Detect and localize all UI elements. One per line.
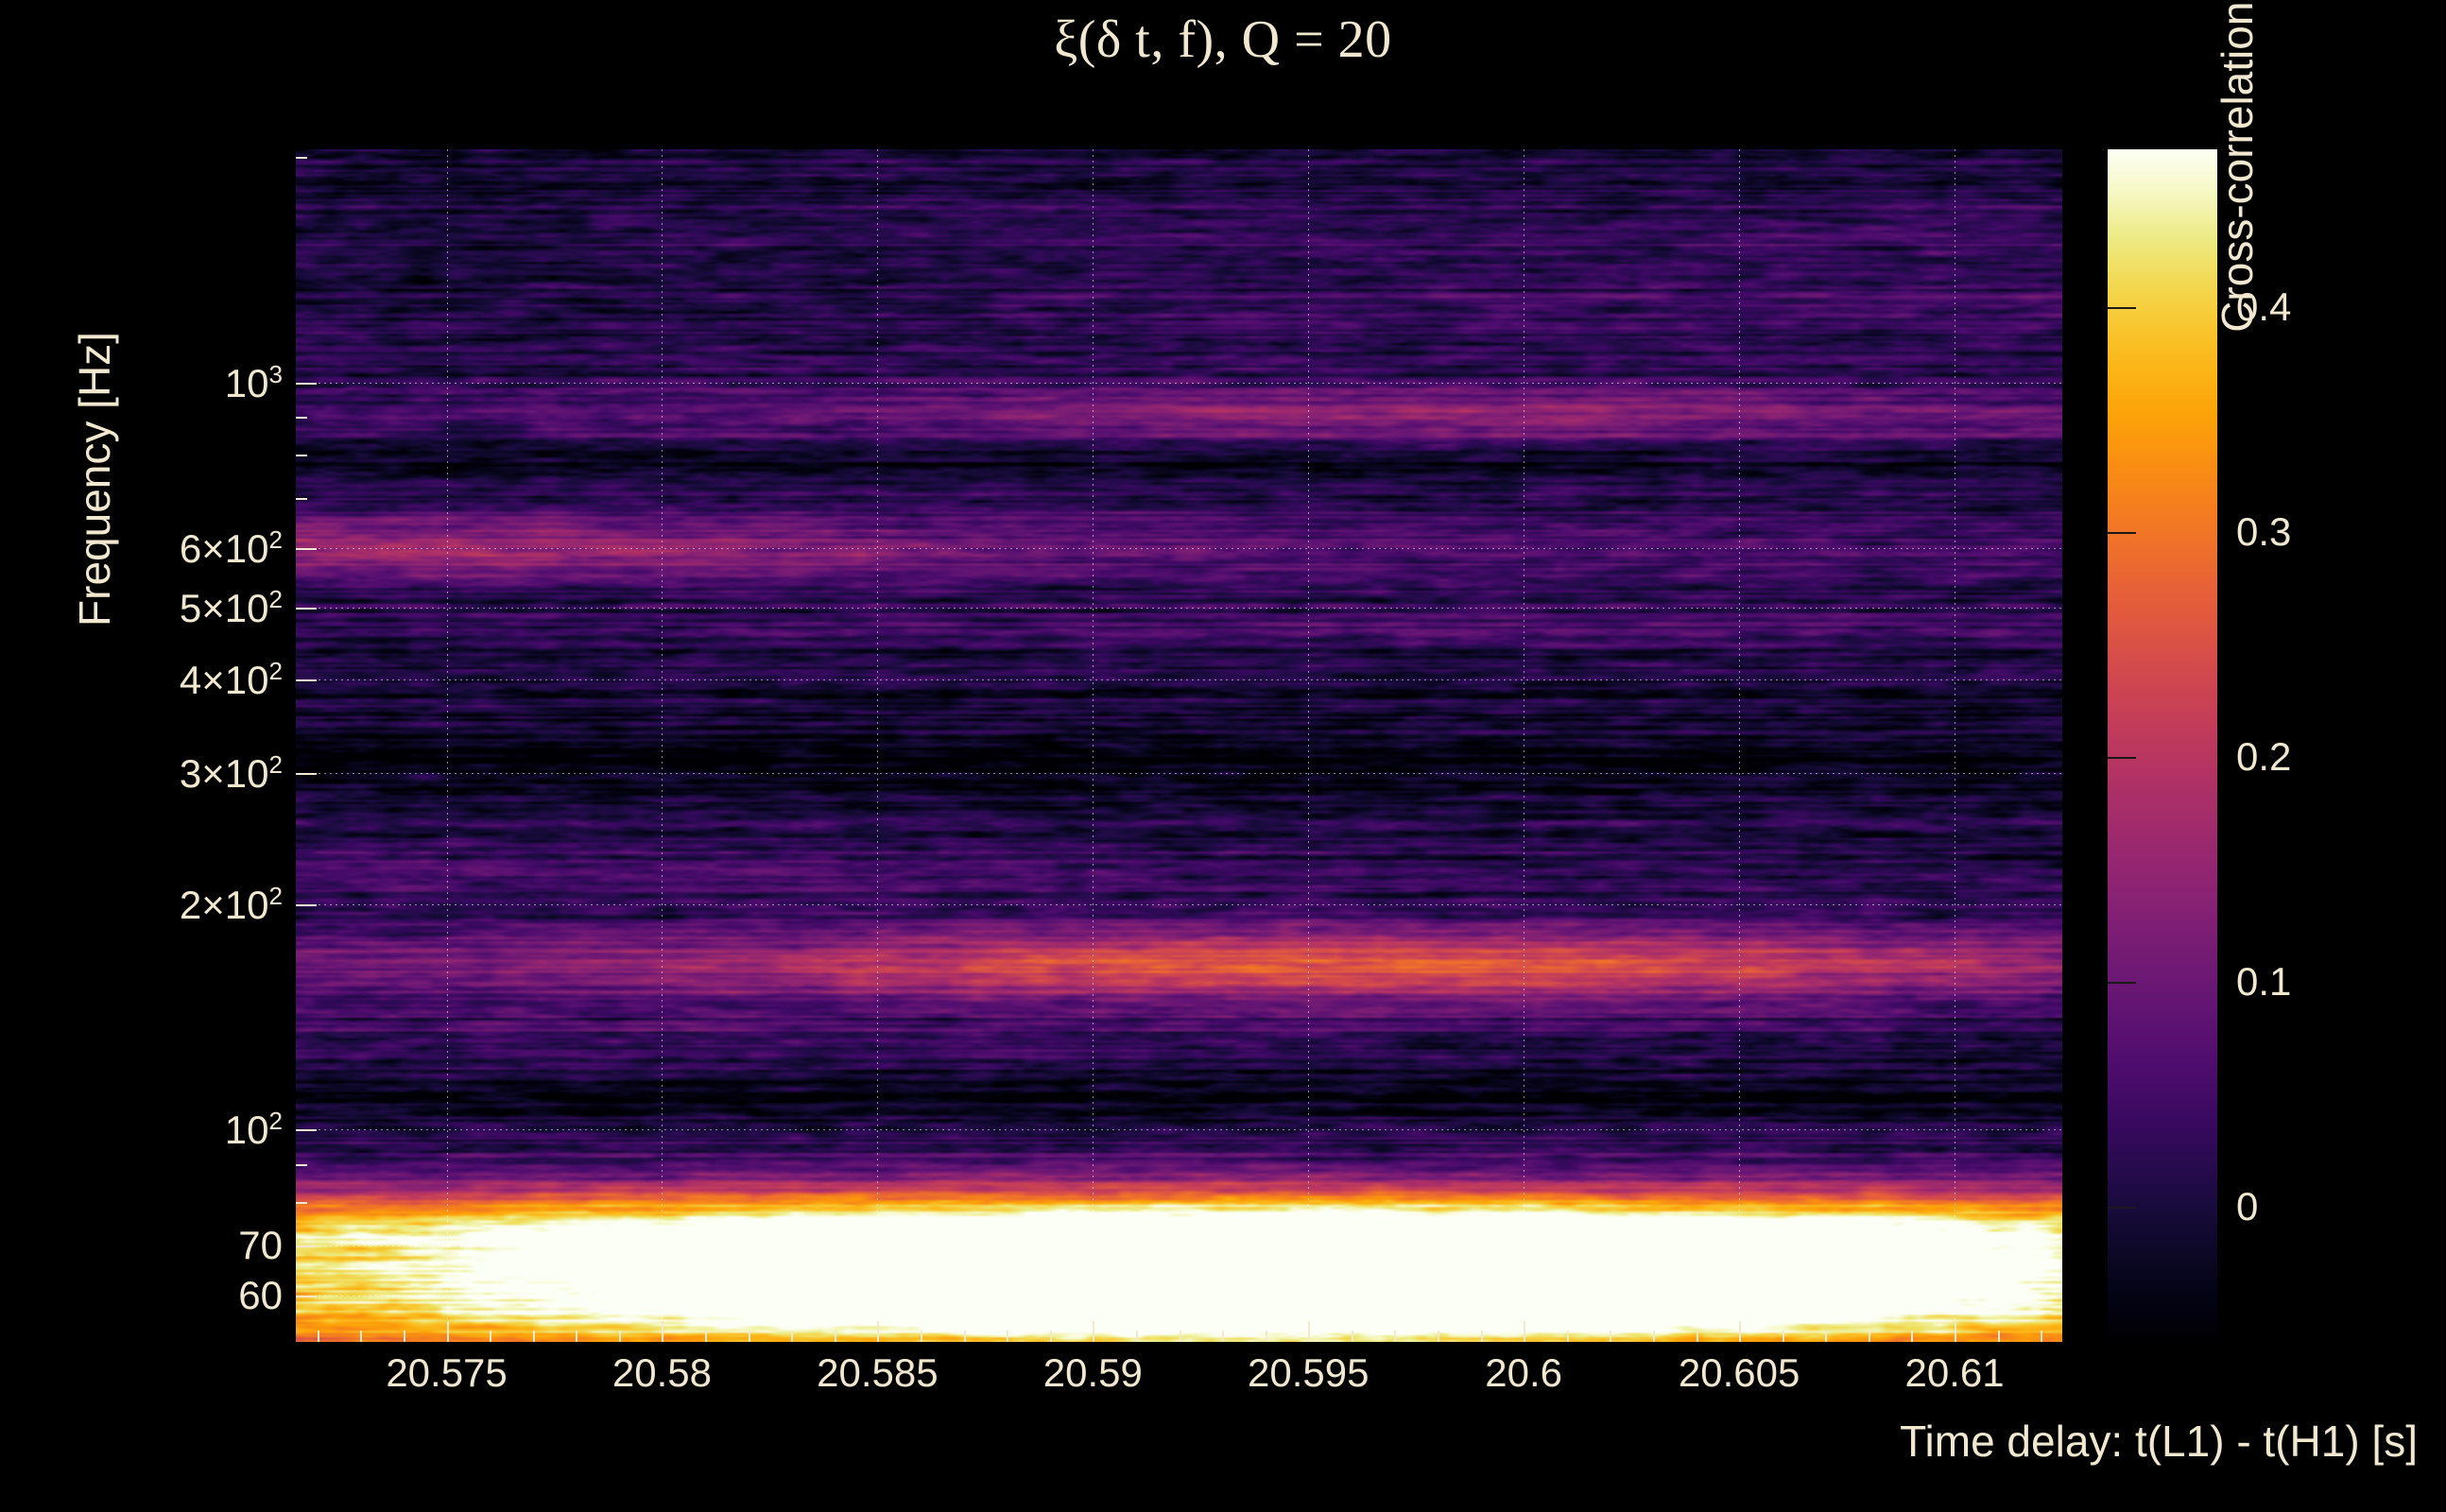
x-axis-title: Time delay: t(L1) - t(H1) [s] — [1900, 1417, 2418, 1466]
x-minor-tick-mark — [1955, 1331, 1957, 1342]
x-minor-tick-mark — [877, 1331, 880, 1342]
colorbar-tick-mark — [2108, 306, 2136, 309]
x-minor-tick-mark — [490, 1331, 492, 1342]
x-minor-tick-mark — [446, 1331, 449, 1342]
y-tick-label: 102 — [224, 1107, 283, 1153]
x-minor-tick-mark — [748, 1331, 750, 1342]
y-minor-tick-mark — [296, 1129, 307, 1132]
x-minor-tick-mark — [1438, 1331, 1439, 1342]
x-minor-tick-mark — [834, 1331, 836, 1342]
x-minor-tick-mark — [360, 1331, 363, 1342]
y-tick-label: 60 — [238, 1272, 283, 1317]
y-minor-tick-mark — [296, 547, 307, 550]
x-minor-tick-mark — [1093, 1331, 1095, 1342]
y-minor-tick-mark — [296, 416, 307, 419]
x-tick-label: 20.585 — [817, 1350, 939, 1395]
x-minor-tick-mark — [1222, 1331, 1225, 1342]
x-minor-tick-mark — [532, 1331, 535, 1342]
y-tick-label: 103 — [224, 359, 283, 405]
x-minor-tick-mark — [1524, 1331, 1526, 1342]
x-minor-tick-mark — [618, 1331, 621, 1342]
x-tick-label: 20.575 — [386, 1350, 508, 1395]
heatmap-plot-area[interactable] — [296, 149, 2062, 1342]
x-minor-tick-mark — [1610, 1331, 1612, 1342]
x-minor-tick-mark — [1696, 1331, 1698, 1342]
x-minor-tick-mark — [1308, 1331, 1311, 1342]
colorbar-tick-labels: 0 0.1 0.2 0.3 0.4 — [2108, 0, 2446, 1512]
x-minor-tick-mark — [705, 1331, 708, 1342]
y-minor-tick-mark — [296, 1202, 307, 1205]
y-minor-tick-mark — [296, 498, 307, 501]
x-minor-tick-mark — [1480, 1331, 1483, 1342]
x-minor-tick-mark — [403, 1331, 405, 1342]
x-minor-tick-mark — [576, 1331, 578, 1342]
colorbar-tick-label: 0.1 — [2236, 959, 2292, 1005]
x-minor-tick-mark — [1179, 1331, 1181, 1342]
x-minor-tick-mark — [662, 1331, 664, 1342]
x-minor-tick-mark — [1265, 1331, 1267, 1342]
y-minor-tick-mark — [296, 679, 307, 682]
y-minor-tick-mark — [296, 382, 307, 385]
x-minor-tick-mark — [1782, 1331, 1784, 1342]
y-axis-title: Frequency [Hz] — [70, 332, 119, 627]
x-minor-tick-mark — [1739, 1331, 1742, 1342]
x-tick-label: 20.595 — [1248, 1350, 1369, 1395]
x-minor-tick-mark — [1135, 1331, 1138, 1342]
colorbar-tick-mark — [2108, 756, 2136, 759]
figure-title: ξ(δ t, f), Q = 20 — [1054, 10, 1392, 69]
colorbar-tick-label: 0.3 — [2236, 508, 2292, 554]
x-minor-tick-mark — [1825, 1331, 1828, 1342]
colorbar-title: Cross-correlation ξ — [2213, 0, 2262, 333]
x-tick-label: 20.605 — [1678, 1350, 1800, 1395]
x-minor-tick-mark — [791, 1331, 794, 1342]
colorbar-tick-label: 0.4 — [2236, 284, 2292, 329]
x-minor-tick-mark — [1868, 1331, 1870, 1342]
x-minor-tick-mark — [1997, 1331, 2000, 1342]
x-axis-tick-labels: 20.575 20.58 20.585 20.59 20.595 20.6 20.605 20… — [0, 1353, 2446, 1410]
colorbar[interactable] — [2108, 149, 2217, 1342]
x-tick-label: 20.58 — [612, 1350, 713, 1395]
y-tick-label: 6×102 — [179, 524, 283, 571]
y-minor-tick-mark — [296, 1163, 307, 1166]
x-minor-tick-mark — [1394, 1331, 1397, 1342]
y-tick-label: 4×102 — [179, 657, 283, 703]
y-minor-tick-mark — [296, 1245, 307, 1247]
x-minor-tick-mark — [2041, 1331, 2043, 1342]
x-tick-label: 20.61 — [1904, 1350, 2005, 1395]
x-tick-label: 20.59 — [1042, 1350, 1143, 1395]
y-minor-tick-mark — [296, 455, 307, 457]
y-minor-tick-mark — [296, 607, 307, 610]
x-minor-tick-mark — [1911, 1331, 1914, 1342]
heatmap-image — [296, 149, 2062, 1342]
y-tick-label: 5×102 — [179, 584, 283, 630]
colorbar-tick-mark — [2108, 531, 2136, 534]
colorbar-tick-label: 0 — [2236, 1184, 2259, 1229]
colorbar-tick-mark — [2108, 1207, 2136, 1210]
x-minor-tick-mark — [1049, 1331, 1052, 1342]
x-tick-label: 20.6 — [1485, 1350, 1563, 1395]
x-minor-tick-mark — [1351, 1331, 1353, 1342]
x-minor-tick-mark — [317, 1331, 319, 1342]
x-minor-tick-mark — [1007, 1331, 1009, 1342]
y-tick-label: 3×102 — [179, 750, 283, 797]
x-minor-tick-mark — [1566, 1331, 1569, 1342]
x-minor-tick-mark — [920, 1331, 922, 1342]
x-minor-tick-mark — [1652, 1331, 1655, 1342]
y-tick-label: 2×102 — [179, 882, 283, 928]
x-minor-tick-mark — [963, 1331, 966, 1342]
y-minor-tick-mark — [296, 904, 307, 907]
y-minor-tick-mark — [296, 773, 307, 776]
y-tick-label: 70 — [238, 1222, 283, 1267]
y-minor-tick-mark — [296, 157, 307, 160]
colorbar-tick-label: 0.2 — [2236, 733, 2292, 779]
y-minor-tick-mark — [296, 1295, 307, 1297]
colorbar-tick-mark — [2108, 982, 2136, 985]
colorbar-gradient — [2108, 149, 2217, 1342]
y-axis-tick-labels: 60 70 102 2×102 3×102 4×102 5×102 6×102 103 — [0, 0, 296, 1512]
